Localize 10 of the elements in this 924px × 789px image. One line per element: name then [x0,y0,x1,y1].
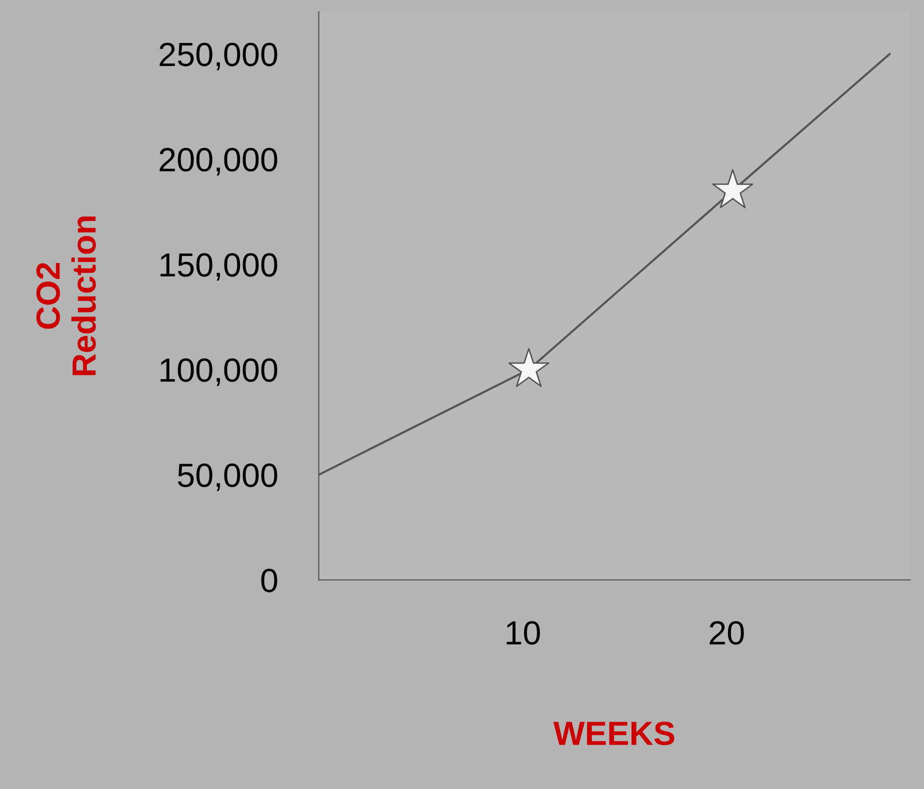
x-tick-label: 10 [506,621,540,645]
x-tick-label: 20 [710,621,744,645]
y-tick-label: 150,000 [160,253,278,281]
y-tick-label: 100,000 [160,358,278,386]
y-axis-title: CO2 Reduction [36,216,96,376]
y-tick-label: 200,000 [160,148,278,176]
y-tick-label: 0 [261,568,278,592]
x-axis-title: WEEKS [553,722,674,746]
y-tick-label: 50,000 [178,464,278,492]
y-tick-label: 250,000 [160,42,278,70]
